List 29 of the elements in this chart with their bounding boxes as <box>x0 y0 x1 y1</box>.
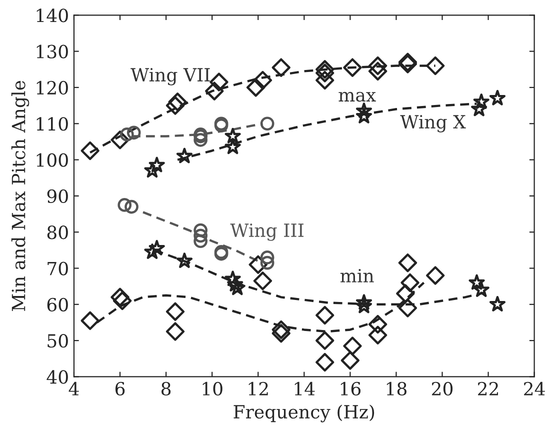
x-tick-label: 16 <box>340 382 361 396</box>
y-tick-label: 40 <box>46 370 68 384</box>
x-tick-label: 12 <box>248 382 268 396</box>
y-tick-label: 60 <box>47 298 68 312</box>
x-tick-label: 22 <box>478 382 498 396</box>
x-tick-label: 18 <box>386 382 406 396</box>
y-tick-label: 90 <box>47 189 68 204</box>
x-tick-label: 14 <box>294 382 315 396</box>
y-tick-label: 80 <box>47 226 68 240</box>
annotation: max <box>338 92 376 102</box>
y-tick-label: 130 <box>36 44 68 58</box>
y-tick-label: 120 <box>36 80 68 95</box>
x-tick-label: 20 <box>432 382 453 396</box>
y-tick-label: 50 <box>48 334 68 348</box>
x-tick-label: 6 <box>115 382 125 396</box>
y-tick-label: 110 <box>36 117 68 131</box>
x-tick-label: 4 <box>68 382 79 396</box>
x-axis-title: Frequency (Hz) <box>234 404 374 422</box>
y-tick-label: 100 <box>36 153 68 167</box>
annotation: Wing X <box>400 115 466 132</box>
annotation: min <box>340 268 374 282</box>
x-tick-label: 8 <box>162 382 171 396</box>
annotation: Wing III <box>230 224 304 241</box>
x-tick-label: 24 <box>524 382 545 396</box>
y-axis-title: Min and Max Pitch Angle <box>11 80 30 311</box>
y-tick-label: 70 <box>48 262 68 276</box>
y-tick-label: 140 <box>36 8 68 22</box>
annotation: Wing VII <box>130 68 210 86</box>
x-tick-label: 10 <box>202 382 222 396</box>
